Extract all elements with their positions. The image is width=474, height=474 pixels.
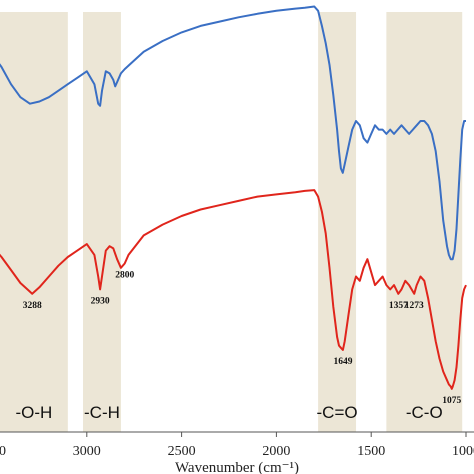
- x-axis: 3500 3000 2500 2000 1500 1000: [0, 431, 474, 459]
- series-line-1: [0, 189, 467, 390]
- x-tick-label-3500: 3500: [0, 444, 6, 459]
- band-label-0: -O-H: [16, 403, 53, 422]
- band-label-3: -C-O: [406, 403, 443, 422]
- x-tick-label-2000: 2000: [262, 444, 290, 459]
- series-layer: [0, 5, 467, 390]
- x-tick-label-1000: 1000: [452, 444, 474, 459]
- peak-label-1273: 1273: [405, 301, 424, 311]
- x-tick-label-1500: 1500: [357, 444, 385, 459]
- band-label-layer: -O-H -C-H -C=O -C-O: [16, 403, 443, 422]
- band-label-2: -C=O: [317, 403, 358, 422]
- x-tick-label-3000: 3000: [73, 444, 101, 459]
- x-tick-label-2500: 2500: [168, 444, 196, 459]
- peak-label-1357: 1357: [389, 301, 408, 311]
- peak-label-2930: 2930: [91, 296, 110, 306]
- band-label-1: -C-H: [84, 403, 120, 422]
- peak-label-1649: 1649: [333, 357, 352, 367]
- series-line-0: [0, 5, 466, 261]
- peak-label-2800: 2800: [115, 271, 134, 281]
- peak-label-3288: 3288: [23, 301, 42, 311]
- band-rect-0: [0, 12, 68, 432]
- band-layer: [0, 12, 463, 432]
- band-rect-3: [386, 12, 463, 432]
- x-axis-label: Wavenumber (cm⁻¹): [175, 460, 299, 474]
- peak-label-1075: 1075: [442, 396, 461, 406]
